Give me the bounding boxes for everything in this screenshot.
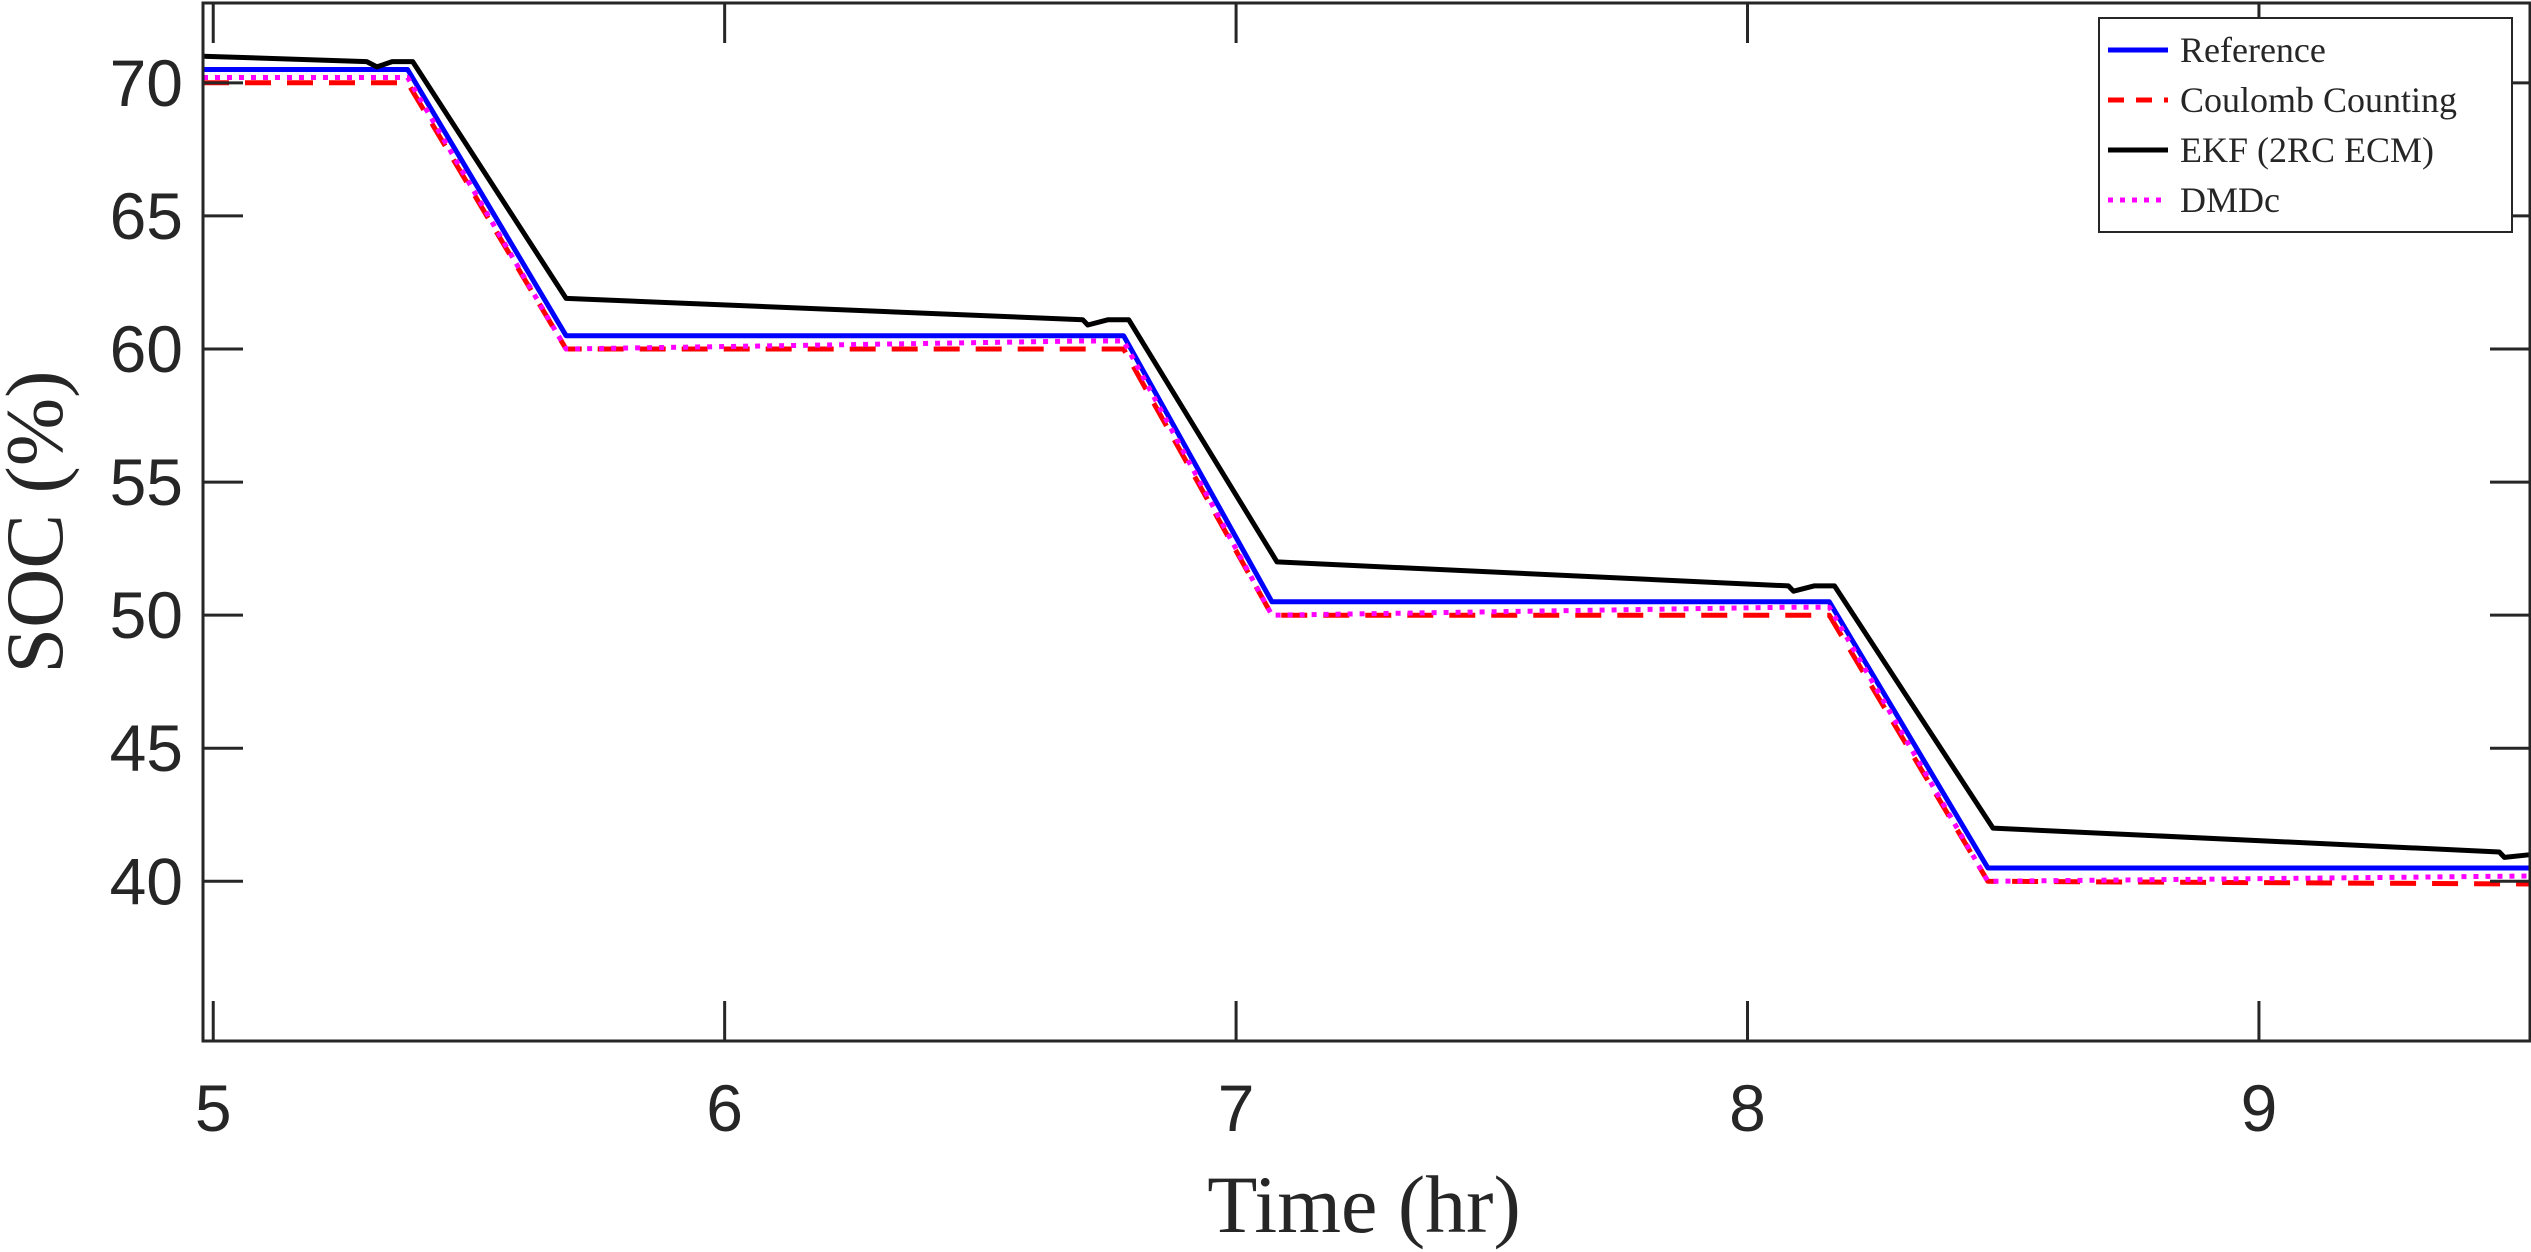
x-axis-title: Time (hr) (1207, 1159, 1521, 1250)
legend-label: Coulomb Counting (2180, 80, 2457, 120)
x-tick-label: 6 (706, 1071, 743, 1145)
series-line-3 (202, 53, 2531, 860)
x-tick-label: 9 (2241, 1071, 2278, 1145)
y-tick-label: 60 (110, 312, 183, 386)
x-tick-label: 5 (195, 1071, 232, 1145)
x-tick-label: 7 (1218, 1071, 1255, 1145)
y-tick-label: 40 (110, 844, 183, 918)
legend-label: DMDc (2180, 180, 2280, 220)
y-tick-label: 70 (110, 46, 183, 120)
plot-area-frame (201, 1, 2531, 1043)
y-axis-title: SOC (%) (0, 371, 80, 674)
y-tick-label: 50 (110, 578, 183, 652)
y-tick-label: 65 (110, 179, 183, 253)
y-tick-label: 45 (110, 711, 183, 785)
series-line-2 (203, 80, 2531, 887)
tick-layer: 5 6 7 8 9 40 45 50 55 60 65 70 (110, 3, 2530, 1145)
series-layer (202, 53, 2531, 887)
legend-label: Reference (2180, 30, 2326, 70)
y-tick-label: 55 (110, 445, 183, 519)
x-tick-label: 8 (1729, 1071, 1766, 1145)
legend-label: EKF (2RC ECM) (2180, 130, 2434, 170)
series-line-1 (203, 67, 2530, 871)
legend: Reference Coulomb Counting EKF (2RC ECM) DM… (2098, 17, 2513, 233)
legend-box (2098, 17, 2513, 233)
